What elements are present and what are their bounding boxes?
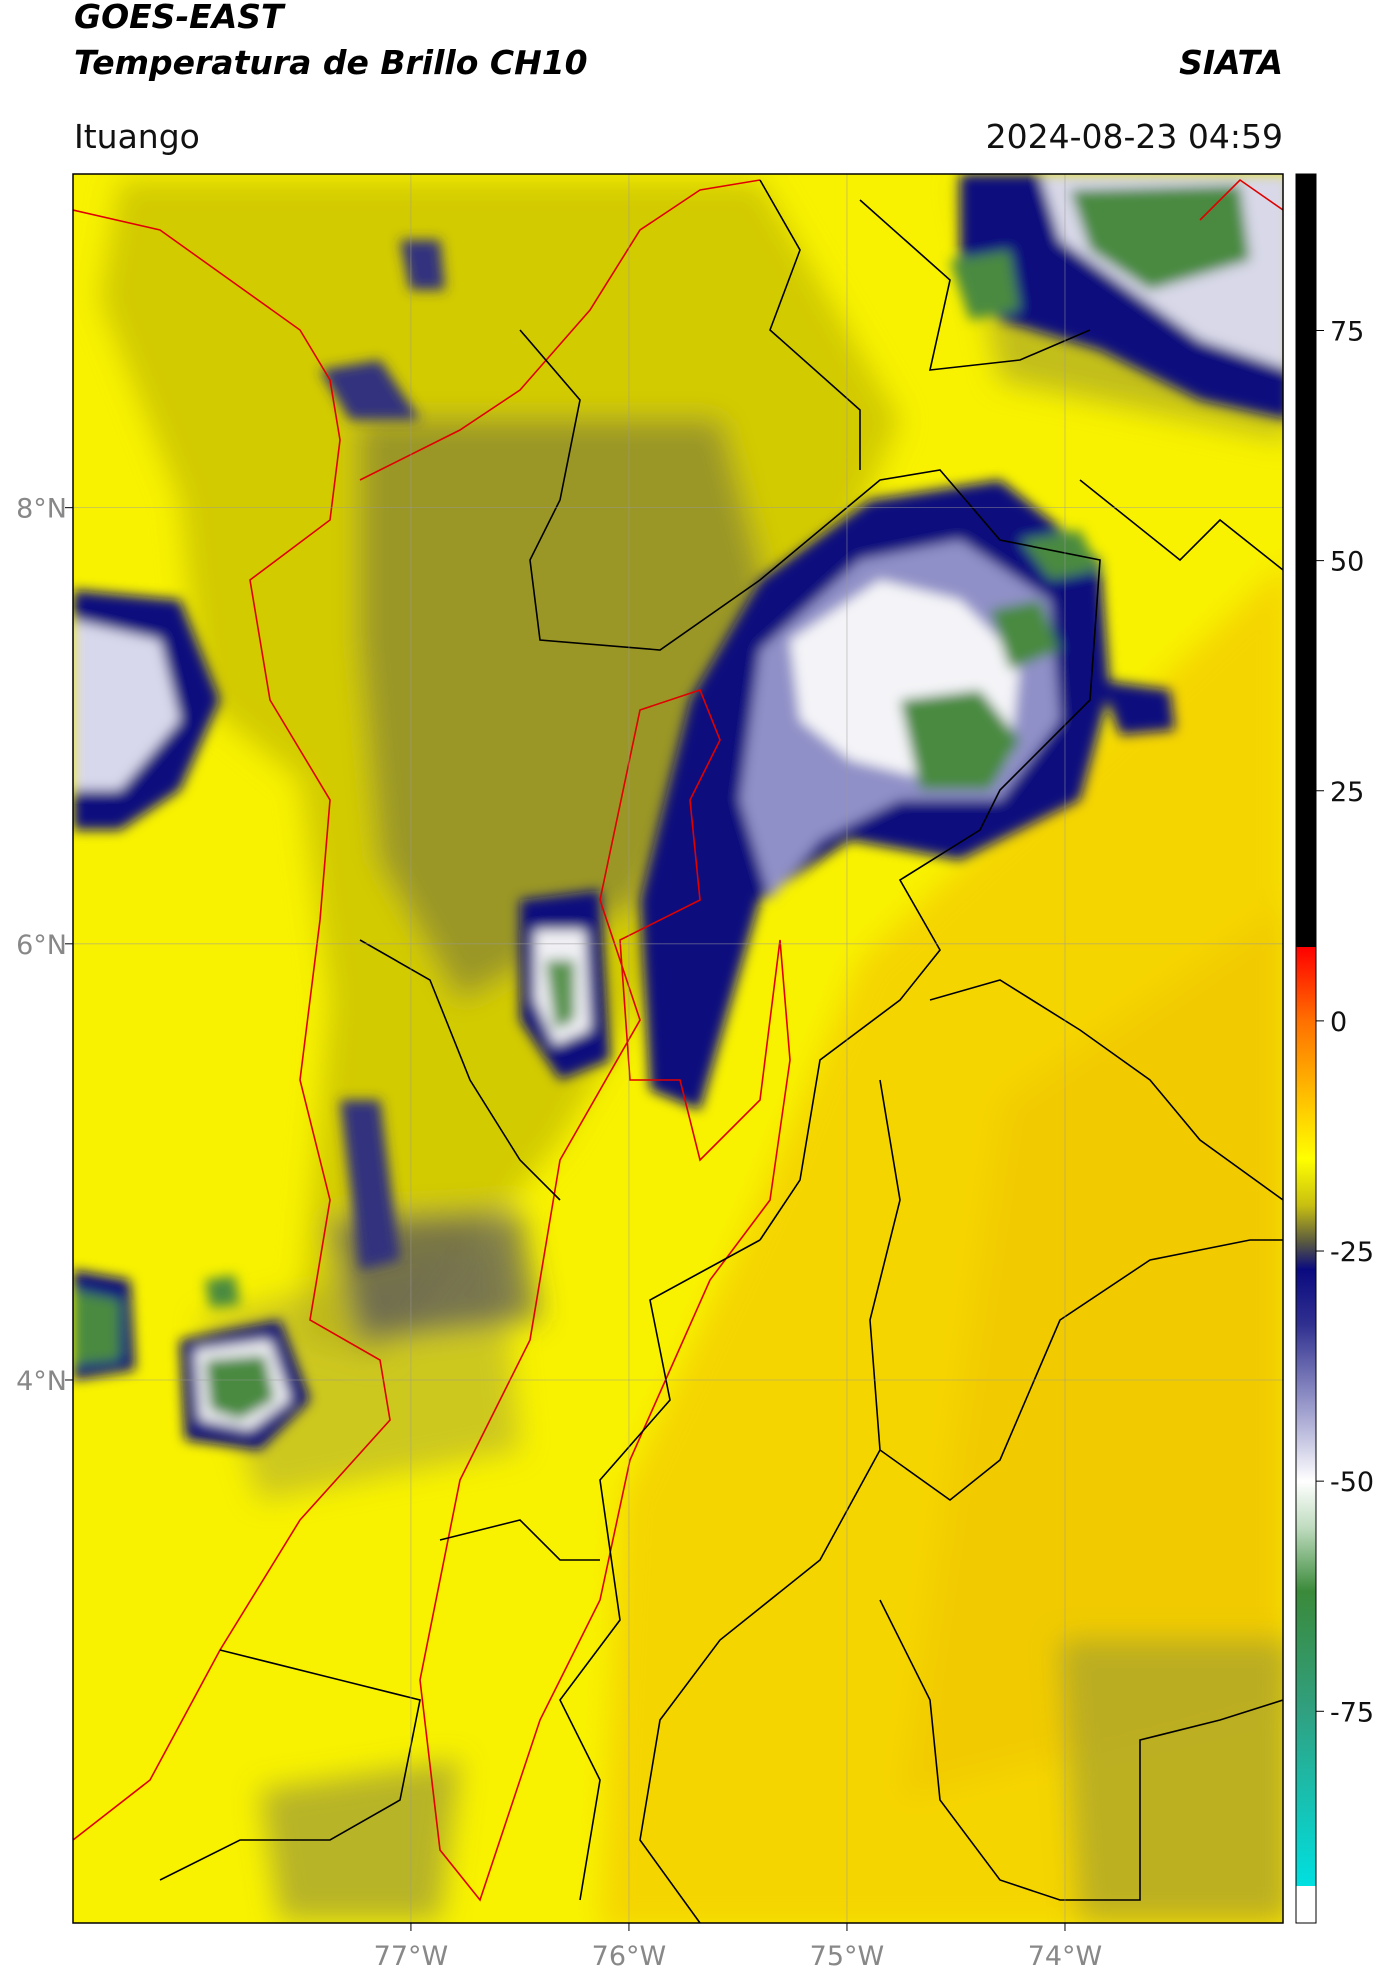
x-tick-label: 77°W bbox=[374, 1941, 449, 1972]
y-tick-label: 6°N bbox=[16, 930, 67, 961]
colorbar-label: 25 bbox=[1330, 777, 1364, 808]
title: GOES-EAST bbox=[74, 0, 286, 36]
datetime: 2024-08-23 04:59 bbox=[986, 117, 1283, 156]
location: Ituango bbox=[74, 117, 200, 156]
y-tick-label: 8°N bbox=[16, 494, 67, 525]
cold-clouds bbox=[73, 174, 1283, 1450]
y-tick-label: 4°N bbox=[16, 1366, 67, 1397]
x-tick-label: 74°W bbox=[1028, 1941, 1103, 1972]
colorbar bbox=[1295, 173, 1317, 1924]
olive-area bbox=[100, 180, 1283, 1920]
colorbar-label: 75 bbox=[1330, 316, 1364, 347]
colorbar-label: 50 bbox=[1330, 547, 1364, 578]
agency: SIATA bbox=[1179, 43, 1283, 82]
subtitle: Temperatura de Brillo CH10 bbox=[74, 43, 588, 82]
colorbar-label: -75 bbox=[1330, 1697, 1374, 1728]
x-tick-label: 75°W bbox=[810, 1941, 885, 1972]
map-frame bbox=[72, 173, 1284, 1924]
map-image bbox=[73, 174, 1283, 1923]
graticule bbox=[73, 174, 1283, 1923]
colorbar-label: -25 bbox=[1330, 1237, 1374, 1268]
x-tick-label: 76°W bbox=[592, 1941, 667, 1972]
warm-area bbox=[600, 566, 1283, 1923]
boundaries bbox=[73, 178, 1283, 1923]
colorbar-label: -50 bbox=[1330, 1467, 1374, 1498]
colorbar-label: 0 bbox=[1330, 1007, 1347, 1038]
